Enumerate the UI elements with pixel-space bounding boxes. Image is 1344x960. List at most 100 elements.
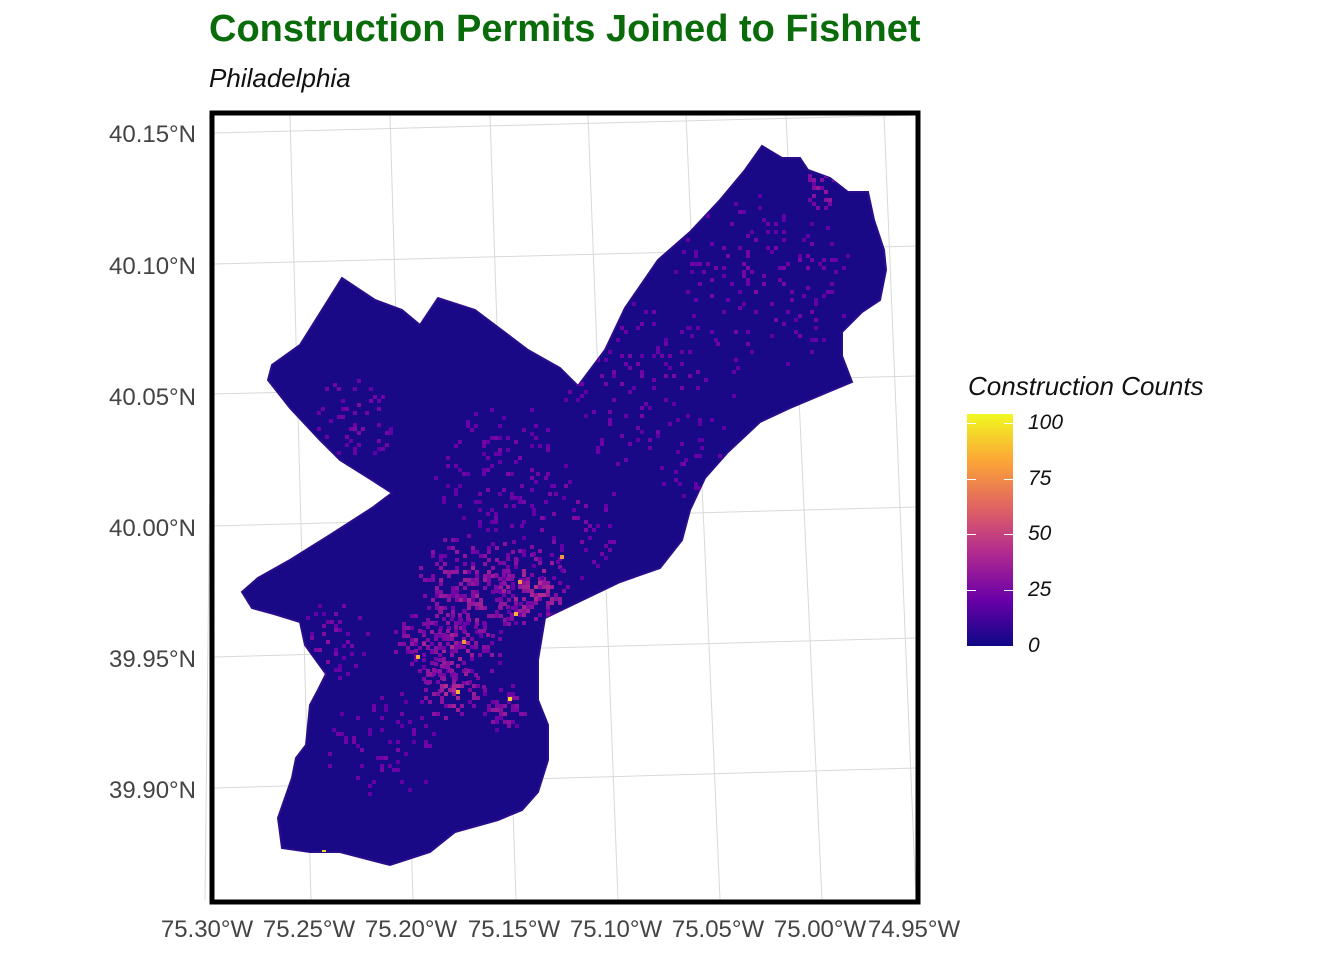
permit-cell — [706, 506, 710, 510]
permit-cell — [475, 618, 479, 622]
permit-cell — [652, 322, 656, 326]
permit-cell — [424, 688, 428, 692]
permit-cell — [447, 594, 451, 598]
permit-cell — [438, 609, 442, 613]
permit-cell-hotspot — [508, 697, 512, 701]
permit-cell — [454, 444, 458, 448]
permit-cell — [353, 427, 357, 431]
permit-cell — [538, 561, 542, 565]
permit-cell — [534, 480, 538, 484]
permit-cell — [558, 581, 562, 585]
permit-cell — [507, 700, 511, 704]
permit-cell — [418, 629, 422, 633]
permit-cell — [538, 585, 542, 589]
lat-tick-label: 39.90°N — [109, 777, 196, 804]
permit-cell — [668, 366, 672, 370]
permit-cell — [435, 602, 439, 606]
permit-cell — [455, 538, 459, 542]
permit-cell — [794, 318, 798, 322]
permit-cell — [333, 383, 337, 387]
permit-cell — [746, 330, 750, 334]
permit-cell — [604, 504, 608, 508]
permit-cell — [342, 656, 346, 660]
permit-cell — [536, 472, 540, 476]
permit-cell — [458, 641, 462, 645]
permit-cell — [754, 310, 758, 314]
permit-cell — [511, 720, 515, 724]
permit-cell — [325, 387, 329, 391]
permit-cell — [450, 617, 454, 621]
permit-cell — [491, 566, 495, 570]
permit-cell — [698, 418, 702, 422]
permit-cell — [612, 374, 616, 378]
permit-cell — [782, 282, 786, 286]
permit-cell — [490, 520, 494, 524]
permit-cell — [564, 484, 568, 488]
permit-cell — [479, 598, 483, 602]
permit-cell — [446, 629, 450, 633]
permit-cell — [463, 594, 467, 598]
permit-cell — [328, 752, 332, 756]
permit-cell — [498, 597, 502, 601]
permit-cell — [352, 736, 356, 740]
permit-cell — [486, 488, 490, 492]
permit-cell — [510, 617, 514, 621]
permit-cell — [514, 609, 518, 613]
permit-cell — [495, 546, 499, 550]
permit-cell — [463, 622, 467, 626]
permit-cell — [476, 696, 480, 700]
permit-cell — [660, 354, 664, 358]
permit-cell — [526, 605, 530, 609]
permit-cell — [546, 593, 550, 597]
permit-cell — [341, 415, 345, 419]
permit-cell — [482, 621, 486, 625]
permit-cell — [774, 246, 778, 250]
permit-cell — [385, 431, 389, 435]
permit-cell — [522, 500, 526, 504]
permit-cell — [782, 322, 786, 326]
permit-cell — [812, 186, 816, 190]
permit-cell — [596, 446, 600, 450]
permit-cell — [636, 362, 640, 366]
permit-cell — [334, 652, 338, 656]
permit-cell — [455, 598, 459, 602]
permit-cell — [444, 716, 448, 720]
permit-cell — [444, 692, 448, 696]
permit-cell — [478, 492, 482, 496]
permit-cell — [350, 644, 354, 648]
permit-cell — [750, 230, 754, 234]
permit-cell — [467, 602, 471, 606]
permit-cell — [734, 202, 738, 206]
permit-cell — [644, 402, 648, 406]
permit-cell — [439, 606, 443, 610]
permit-cell — [556, 560, 560, 564]
permit-cell — [672, 374, 676, 378]
permit-cell — [620, 354, 624, 358]
permit-cell — [442, 673, 446, 677]
permit-cell — [435, 586, 439, 590]
permit-cell — [321, 407, 325, 411]
permit-cell — [822, 338, 826, 342]
permit-cell — [515, 708, 519, 712]
permit-cell — [428, 700, 432, 704]
lon-tick-label: 75.25°W — [262, 916, 356, 943]
permit-cell — [526, 601, 530, 605]
permit-cell — [478, 508, 482, 512]
permit-cell — [502, 569, 506, 573]
permit-cell — [507, 610, 511, 614]
legend-tick-label: 50 — [1028, 522, 1052, 546]
lon-tick-label: 75.10°W — [569, 916, 663, 943]
permit-cell — [385, 443, 389, 447]
permit-cell — [522, 573, 526, 577]
permit-cell — [412, 740, 416, 744]
permit-cell — [482, 645, 486, 649]
permit-cell — [491, 708, 495, 712]
permit-cell — [620, 382, 624, 386]
permit-cell — [432, 668, 436, 672]
permit-cell — [810, 310, 814, 314]
permit-cell — [822, 266, 826, 270]
permit-cell — [498, 589, 502, 593]
permit-cell — [694, 298, 698, 302]
lon-tick-label: 75.20°W — [364, 916, 458, 943]
permit-cell — [511, 582, 515, 586]
